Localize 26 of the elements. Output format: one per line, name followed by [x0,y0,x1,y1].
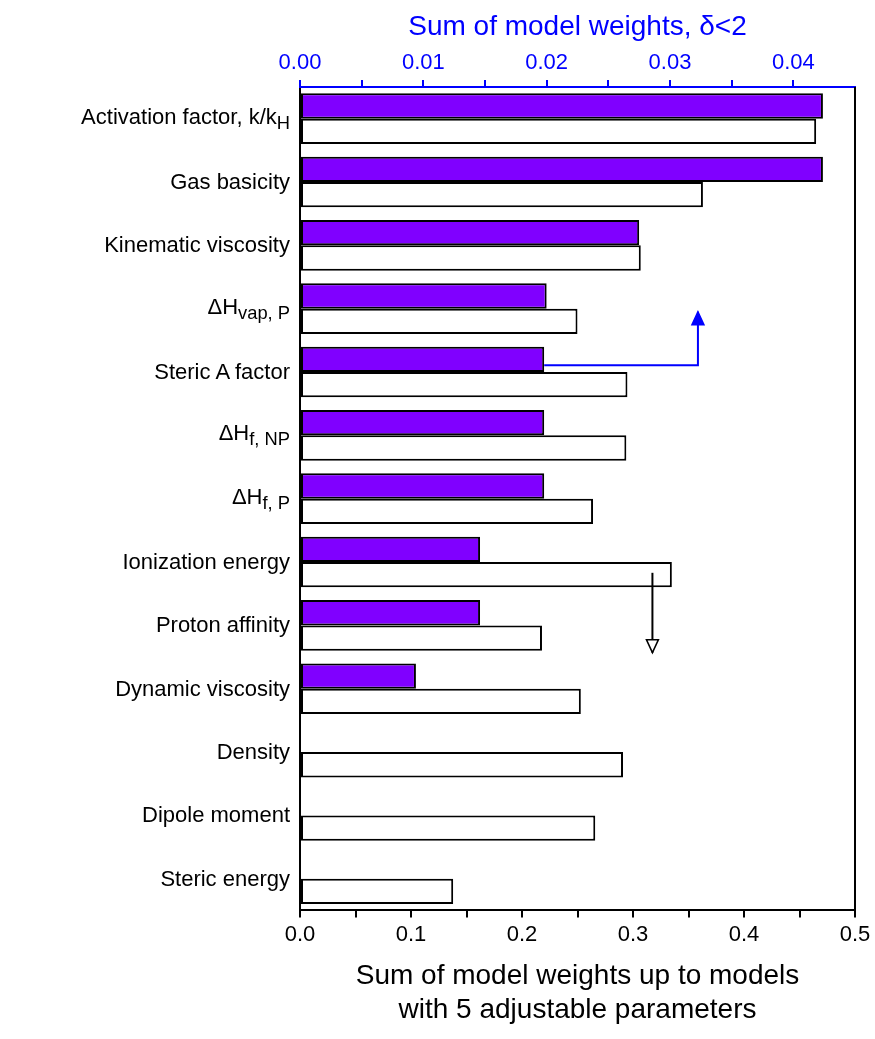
y-tick-label: Ionization energy [122,549,290,576]
x-axis-title: Sum of model weights up to models with 5 adjustable parameters [355,959,800,1024]
x2-tick-label: 0.01 [401,48,445,74]
x2-tick-label: 0.00 [278,48,322,74]
y-tick-label: Activation factor, k/k$_{H}$ [81,103,290,134]
x-tick-label: 0.2 [506,920,538,946]
x2-tick-label: 0.02 [525,48,569,74]
x-tick-label: 0.1 [395,920,427,946]
y-tick-label: Steric energy [160,865,290,892]
y-tick-label: Density [216,739,290,766]
x-tick-label: 0.4 [728,920,760,946]
x-tick-label: 0.5 [839,920,871,946]
y-tick-label: Dynamic viscosity [115,675,290,702]
x-tick-label: 0.0 [284,920,316,946]
y-tick-label: Proton affinity [155,612,290,639]
y-tick-label: ΔH$_{f, P}$ [231,483,290,514]
x2-axis-title: Sum of model weights, δ<2 [408,9,747,41]
x2-tick-label: 0.03 [648,48,692,74]
y-tick-label: Kinematic viscosity [104,232,290,259]
y-tick-label: ΔH$_{vap, P}$ [207,293,290,324]
y-tick-label: Steric A factor [154,359,290,386]
x-tick-label: 0.3 [617,920,649,946]
y-tick-label: Gas basicity [170,169,290,195]
y-tick-label: Dipole moment [142,802,290,829]
x2-tick-label: 0.04 [771,48,815,74]
y-tick-label: ΔH$_{f, NP}$ [218,420,290,451]
